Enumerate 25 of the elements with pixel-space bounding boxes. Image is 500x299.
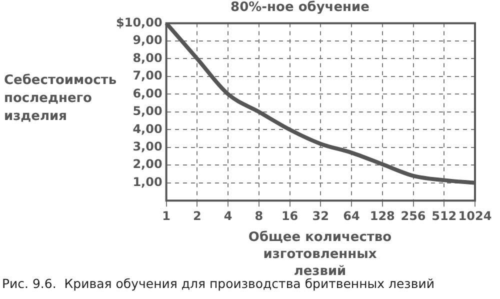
- x-tick-label: 128: [370, 208, 395, 223]
- x-tick-label: 32: [312, 208, 330, 223]
- y-tick-label: 2,00: [132, 157, 162, 172]
- x-tick-label: 512: [432, 208, 457, 223]
- y-tick-label: 3,00: [132, 140, 162, 154]
- chart-title: 80%-ное обучение: [230, 0, 370, 15]
- x-axis-title: Общее количество изготовленных лезвий: [247, 229, 392, 279]
- x-tick-label: 1024: [458, 208, 492, 223]
- text: Рис. 9.6. Кривая обучения для производства бритвенных лезвий: [2, 276, 434, 291]
- y-tick-label: 1,00: [132, 174, 162, 189]
- y-tick-label: $10,00: [116, 15, 162, 30]
- x-tick-label: 64: [343, 208, 360, 223]
- x-tick-label: 16: [281, 208, 298, 223]
- y-tick-label: 9,00: [132, 33, 162, 48]
- y-tick-label: 8,00: [132, 50, 162, 65]
- y-tick-label: 4,00: [132, 122, 162, 136]
- y-tick-label: 6,00: [132, 86, 162, 100]
- x-tick-label: 256: [400, 208, 426, 223]
- y-tick-label: 7,00: [132, 68, 162, 83]
- x-tick-label: 4: [224, 208, 232, 223]
- y-tick-label: 5,00: [132, 104, 162, 118]
- x-tick-label: 8: [254, 208, 264, 223]
- x-tick-label: 1: [162, 208, 170, 223]
- y-axis-title: Себестоимость последнего изделия: [4, 72, 117, 126]
- x-tick-label: 2: [192, 208, 202, 223]
